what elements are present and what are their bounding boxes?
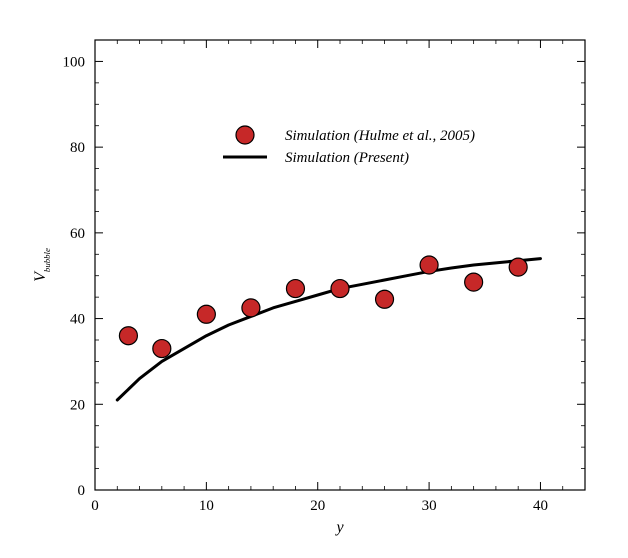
x-tick-label: 30: [422, 498, 437, 514]
scatter-point: [286, 280, 304, 298]
chart-container: 010203040020406080100yVbubbleSimulation …: [0, 0, 628, 558]
x-tick-label: 40: [533, 498, 548, 514]
scatter-point: [153, 340, 171, 358]
y-tick-label: 100: [63, 54, 86, 70]
chart-svg: 010203040020406080100yVbubbleSimulation …: [0, 0, 628, 558]
x-tick-label: 10: [199, 498, 214, 514]
scatter-point: [119, 327, 137, 345]
scatter-point: [331, 280, 349, 298]
scatter-point: [242, 299, 260, 317]
legend-marker-scatter: [236, 126, 254, 144]
y-tick-label: 60: [70, 226, 85, 242]
scatter-point: [376, 290, 394, 308]
y-tick-label: 20: [70, 397, 85, 413]
y-tick-label: 40: [70, 312, 85, 328]
y-tick-label: 80: [70, 140, 85, 156]
scatter-point: [420, 256, 438, 274]
y-tick-label: 0: [78, 483, 86, 499]
scatter-point: [509, 258, 527, 276]
scatter-point: [197, 305, 215, 323]
legend-label-line: Simulation (Present): [285, 150, 409, 166]
x-tick-label: 0: [91, 498, 99, 514]
scatter-point: [465, 273, 483, 291]
x-axis-label: y: [334, 519, 344, 536]
x-tick-label: 20: [310, 498, 325, 514]
chart-bg: [0, 0, 628, 558]
legend-label-scatter: Simulation (Hulme et al., 2005): [285, 128, 475, 144]
